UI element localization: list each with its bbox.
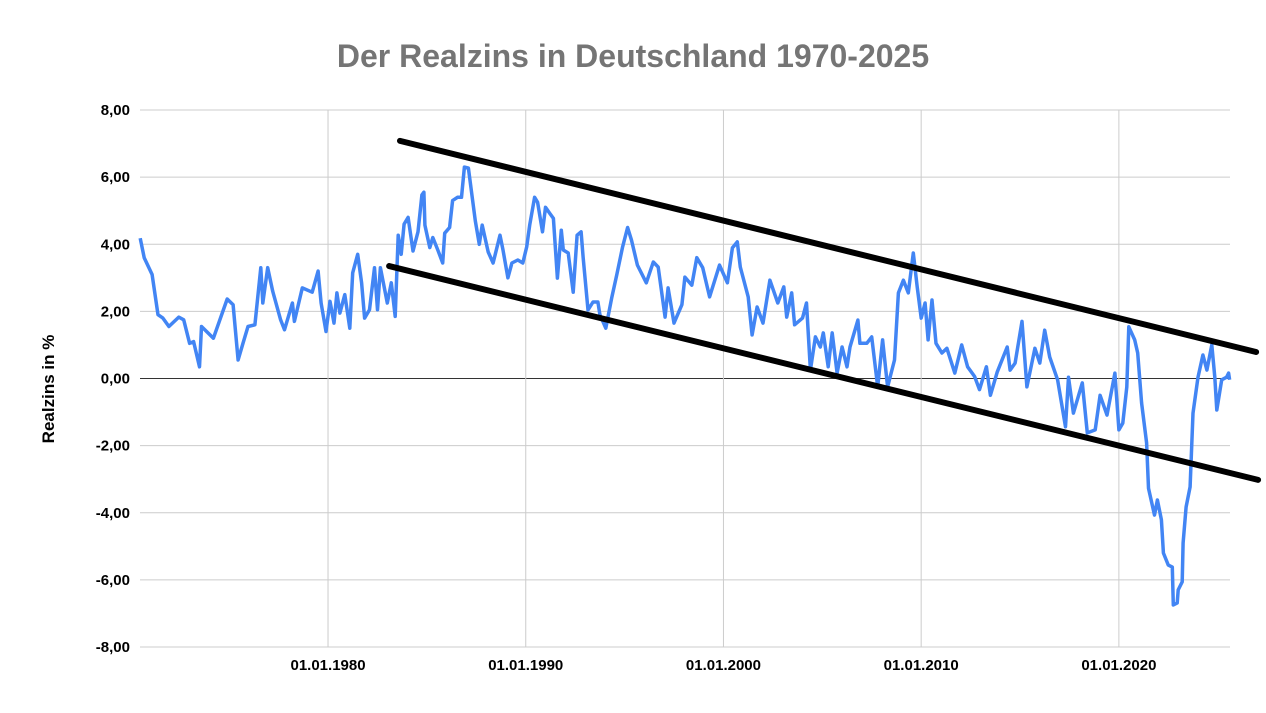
x-tick-label: 01.01.2020 — [1081, 657, 1156, 674]
y-tick-label: -8,00 — [96, 639, 130, 656]
x-tick-labels: 01.01.1980 01.01.1990 01.01.2000 01.01.2010… — [290, 657, 1156, 674]
y-tick-label: 6,00 — [101, 169, 130, 186]
chart-title: Der Realzins in Deutschland 1970-2025 — [337, 38, 929, 74]
y-tick-labels: 8,00 6,00 4,00 2,00 0,00 -2,00 -4,00 -6,00 -8,00 — [96, 102, 130, 656]
y-tick-label: -6,00 — [96, 572, 130, 589]
series-layer — [138, 165, 1232, 607]
x-tick-label: 01.01.1980 — [290, 657, 365, 674]
y-tick-label: -4,00 — [96, 505, 130, 522]
x-tick-label: 01.01.2000 — [686, 657, 761, 674]
trend-lines — [386, 137, 1262, 483]
y-tick-label: -2,00 — [96, 438, 130, 455]
y-axis-title: Realzins in % — [39, 335, 58, 444]
x-tick-label: 01.01.1990 — [488, 657, 563, 674]
x-tick-label: 01.01.2010 — [884, 657, 959, 674]
y-tick-label: 8,00 — [101, 102, 130, 119]
y-tick-label: 4,00 — [101, 236, 130, 253]
y-tick-label: 2,00 — [101, 303, 130, 320]
grid — [140, 109, 1230, 648]
lower-trend-line — [386, 263, 1262, 483]
y-tick-label: 0,00 — [101, 371, 130, 388]
upper-trend-line — [396, 137, 1260, 355]
series-line-realzins — [138, 165, 1232, 607]
